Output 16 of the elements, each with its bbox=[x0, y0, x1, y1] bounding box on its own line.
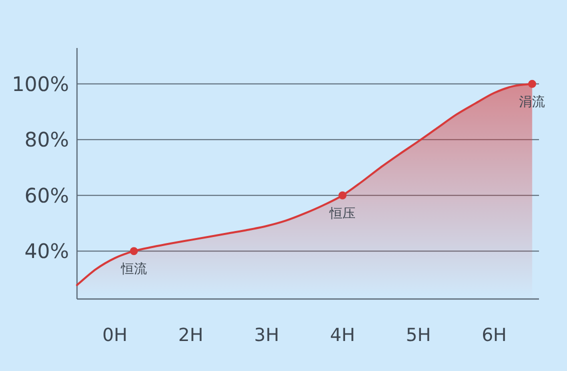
y-tick-label: 60% bbox=[24, 183, 69, 208]
x-tick-label: 6H bbox=[482, 325, 507, 346]
x-tick-label: 5H bbox=[406, 325, 431, 346]
x-tick-label: 2H bbox=[178, 325, 204, 346]
annotation: 恒流 bbox=[120, 261, 147, 276]
y-tick-label: 100% bbox=[12, 72, 69, 96]
x-tick-label: 3H bbox=[254, 325, 280, 346]
annotation: 恒压 bbox=[328, 205, 356, 220]
y-tick-label: 40% bbox=[24, 239, 69, 264]
x-tick-label: 4H bbox=[330, 325, 356, 346]
point bbox=[528, 80, 536, 88]
y-tick-label: 80% bbox=[24, 128, 69, 152]
point bbox=[130, 247, 138, 256]
x-tick-label: 0H bbox=[102, 325, 128, 346]
annotation: 涓流 bbox=[519, 94, 546, 109]
point bbox=[338, 191, 347, 200]
